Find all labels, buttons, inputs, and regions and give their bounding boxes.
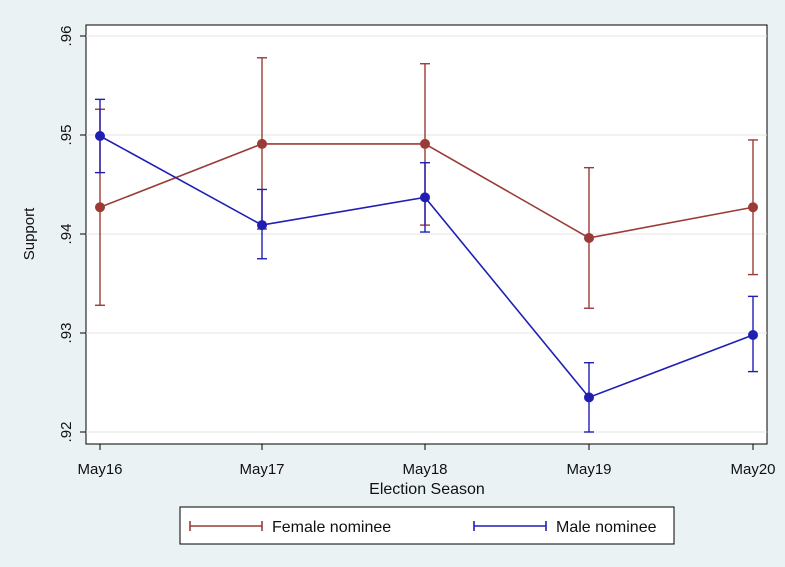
y-tick-label: .94	[58, 224, 75, 245]
y-tick-label: .92	[58, 422, 75, 443]
data-point	[257, 220, 267, 231]
data-point	[95, 130, 105, 141]
x-tick-label: May19	[566, 461, 611, 478]
x-tick-label: May20	[730, 461, 775, 478]
series-group	[95, 57, 758, 433]
x-axis: May16 May17 May18 May19 May20	[77, 444, 776, 478]
legend: Female nominee Male nominee	[189, 519, 657, 536]
data-point	[748, 329, 758, 340]
data-point	[584, 232, 594, 243]
data-point	[420, 192, 430, 203]
data-point	[584, 392, 594, 403]
y-axis: .92 .93 .94 .95 .96	[58, 26, 86, 443]
x-axis-label: Election Season	[369, 481, 485, 498]
y-tick-label: .95	[58, 125, 75, 146]
data-point	[95, 202, 105, 213]
data-point	[420, 138, 430, 149]
series-male	[95, 98, 758, 433]
x-tick-label: May18	[402, 461, 447, 478]
x-tick-label: May17	[239, 461, 284, 478]
y-axis-label: Support	[21, 207, 38, 260]
x-tick-label: May16	[77, 461, 122, 478]
legend-label: Male nominee	[556, 519, 657, 536]
grid-lines	[86, 35, 767, 433]
data-point	[748, 202, 758, 213]
data-point	[257, 138, 267, 149]
y-tick-label: .93	[58, 323, 75, 344]
y-tick-label: .96	[58, 26, 75, 47]
legend-label: Female nominee	[272, 519, 391, 536]
